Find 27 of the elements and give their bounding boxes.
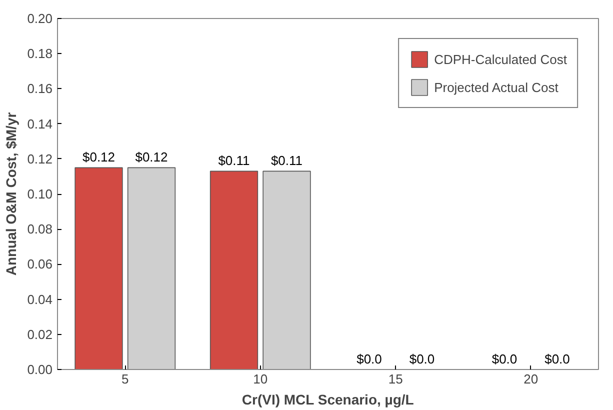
y-axis-title: Annual O&M Cost, $M/yr [3,112,20,276]
y-tick-label: 0.16 [27,81,53,96]
y-tick-label: 0.14 [27,116,53,132]
y-tick-label: 0.18 [27,46,53,62]
x-tick-label: 5 [122,372,129,386]
y-tick-label: 0.06 [27,256,53,272]
x-tick-label: 15 [388,372,403,386]
y-tick-label: 0.04 [27,292,53,307]
legend-label: CDPH-Calculated Cost [434,52,567,66]
data-label: $0.11 [218,153,250,168]
data-label: $0.0 [356,352,382,366]
x-axis-title: Cr(VI) MCL Scenario, µg/L [242,392,414,408]
x-tick-label: 20 [524,372,538,386]
data-label: $0.0 [409,352,435,366]
data-label: $0.12 [82,150,116,165]
data-label: $0.0 [544,352,570,366]
data-label: $0.11 [270,153,303,168]
y-tick-label: 0.08 [27,222,53,237]
legend-label: Projected Actual Cost [434,80,558,94]
data-label: $0.12 [135,150,168,165]
y-tick-label: 0.00 [27,362,53,377]
y-tick-label: 0.02 [27,326,53,342]
y-tick-label: 0.12 [27,151,53,166]
x-tick-label: 10 [253,372,268,386]
y-tick-label: 0.20 [27,11,53,26]
data-label: $0.0 [492,352,518,366]
y-tick-label: 0.10 [27,186,53,202]
